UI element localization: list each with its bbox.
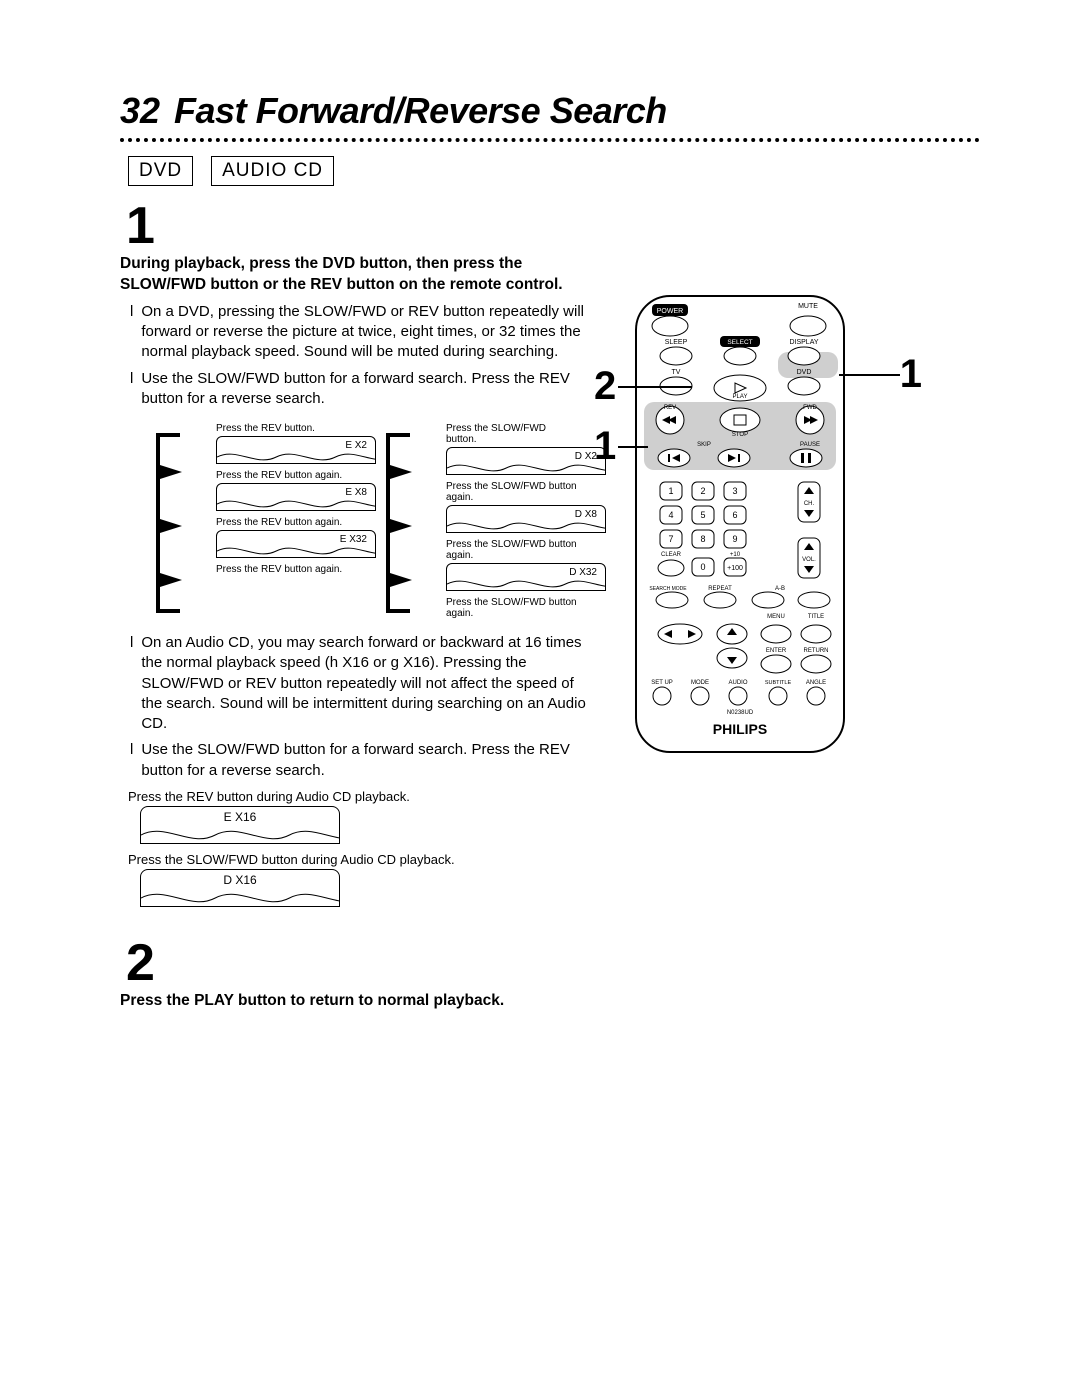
svg-text:SKIP: SKIP xyxy=(697,442,711,448)
fwd-caption-2: Press the SLOW/FWD button again. xyxy=(446,539,578,561)
svg-text:REV: REV xyxy=(664,405,676,411)
svg-text:STOP: STOP xyxy=(732,432,748,438)
bullet-icon: l xyxy=(130,302,133,363)
svg-text:REPEAT: REPEAT xyxy=(708,586,732,592)
svg-text:2: 2 xyxy=(700,486,705,496)
svg-text:DVD: DVD xyxy=(797,369,812,376)
fwd-caption-0: Press the SLOW/FWD button. xyxy=(446,423,578,445)
page-header: 32 Fast Forward/Reverse Search xyxy=(120,90,980,132)
arrow-icon xyxy=(160,519,182,533)
svg-text:FWD: FWD xyxy=(803,405,817,411)
svg-text:PHILIPS: PHILIPS xyxy=(713,721,767,737)
svg-text:9: 9 xyxy=(732,534,737,544)
svg-text:4: 4 xyxy=(668,510,673,520)
osd-box: E X8 xyxy=(216,483,376,511)
rev-flow-diagram: Press the REV button. E X2 Press the REV… xyxy=(148,423,348,619)
speed-diagrams: Press the REV button. E X2 Press the REV… xyxy=(148,423,590,619)
svg-text:0: 0 xyxy=(700,562,705,572)
svg-text:MENU: MENU xyxy=(767,614,785,620)
rev-caption-3: Press the REV button again. xyxy=(216,564,348,575)
arrow-icon xyxy=(390,465,412,479)
svg-text:6: 6 xyxy=(732,510,737,520)
big-fwd-label: D X16 xyxy=(223,873,256,887)
svg-text:SELECT: SELECT xyxy=(727,339,752,346)
big-rev-caption: Press the REV button during Audio CD pla… xyxy=(128,789,590,804)
remote-control-diagram: 2 1 1 POWER MUTE SLEEP SELECT DISPLAY xyxy=(630,294,890,759)
svg-text:MODE: MODE xyxy=(691,680,709,686)
osd-box: D X32 xyxy=(446,563,606,591)
svg-text:+10: +10 xyxy=(730,552,741,558)
bullet-icon: l xyxy=(130,369,133,410)
svg-text:TV: TV xyxy=(672,369,681,376)
svg-text:RETURN: RETURN xyxy=(804,648,829,654)
osd-box: D X8 xyxy=(446,505,606,533)
page-title: Fast Forward/Reverse Search xyxy=(174,90,667,132)
svg-text:7: 7 xyxy=(668,534,673,544)
fwd-flow-diagram: Press the SLOW/FWD button. D X2 Press th… xyxy=(378,423,578,619)
step-1-bullet-3: On an Audio CD, you may search forward o… xyxy=(141,633,590,734)
fwd-caption-1: Press the SLOW/FWD button again. xyxy=(446,481,578,503)
svg-text:TITLE: TITLE xyxy=(808,614,824,620)
svg-text:SLEEP: SLEEP xyxy=(665,339,688,346)
arrow-icon xyxy=(390,519,412,533)
page-number: 32 xyxy=(120,90,160,132)
instructions-column: 1 During playback, press the DVD button,… xyxy=(120,194,590,1018)
svg-text:5: 5 xyxy=(700,510,705,520)
rev-caption-0: Press the REV button. xyxy=(216,423,348,434)
callout-1-right: 1 xyxy=(900,352,922,397)
svg-text:SET UP: SET UP xyxy=(651,680,673,686)
tag-audio-cd: AUDIO CD xyxy=(211,156,334,186)
arrow-icon xyxy=(160,465,182,479)
svg-text:A-B: A-B xyxy=(775,586,785,592)
svg-text:CLEAR: CLEAR xyxy=(661,552,682,558)
svg-text:CH.: CH. xyxy=(804,501,815,507)
step-1-bullet-1: On a DVD, pressing the SLOW/FWD or REV b… xyxy=(141,302,590,363)
callout-1-left: 1 xyxy=(594,424,616,469)
big-fwd-caption: Press the SLOW/FWD button during Audio C… xyxy=(128,852,590,867)
svg-text:ENTER: ENTER xyxy=(766,648,787,654)
fwd-caption-3: Press the SLOW/FWD button again. xyxy=(446,597,578,619)
divider-dotted xyxy=(120,138,980,142)
step-1-headline: During playback, press the DVD button, t… xyxy=(120,254,590,296)
svg-text:VOL.: VOL. xyxy=(802,557,816,563)
svg-text:SEARCH MODE: SEARCH MODE xyxy=(649,586,687,592)
svg-text:SUBTITLE: SUBTITLE xyxy=(765,680,792,686)
osd-box: D X2 xyxy=(446,447,606,475)
svg-text:PAUSE: PAUSE xyxy=(800,442,820,448)
svg-text:8: 8 xyxy=(700,534,705,544)
step-1-bullet-2: Use the SLOW/FWD button for a forward se… xyxy=(141,369,590,410)
osd-big-fwd: D X16 xyxy=(140,869,340,907)
step-2-headline: Press the PLAY button to return to norma… xyxy=(120,991,590,1012)
rev-caption-2: Press the REV button again. xyxy=(216,517,348,528)
svg-text:MUTE: MUTE xyxy=(798,303,818,310)
svg-text:AUDIO: AUDIO xyxy=(728,680,747,686)
svg-text:POWER: POWER xyxy=(657,308,683,315)
arrow-icon xyxy=(390,573,412,587)
svg-text:DISPLAY: DISPLAY xyxy=(789,339,818,346)
arrow-icon xyxy=(160,573,182,587)
osd-big-rev: E X16 xyxy=(140,806,340,844)
big-rev-label: E X16 xyxy=(224,810,257,824)
step-1-bullet-4: Use the SLOW/FWD button for a forward se… xyxy=(141,740,590,781)
tag-row: DVD AUDIO CD xyxy=(128,156,980,186)
svg-text:PLAY: PLAY xyxy=(733,394,748,400)
step-1-number: 1 xyxy=(126,200,590,252)
step-2-number: 2 xyxy=(126,937,590,989)
bullet-icon: l xyxy=(130,740,133,781)
svg-text:1: 1 xyxy=(668,486,673,496)
bullet-icon: l xyxy=(130,633,133,734)
osd-box: E X32 xyxy=(216,530,376,558)
svg-text:ANGLE: ANGLE xyxy=(806,680,826,686)
rev-caption-1: Press the REV button again. xyxy=(216,470,348,481)
tag-dvd: DVD xyxy=(128,156,193,186)
svg-text:3: 3 xyxy=(732,486,737,496)
callout-2-left: 2 xyxy=(594,364,616,409)
svg-text:N0238UD: N0238UD xyxy=(727,710,754,716)
svg-text:+100: +100 xyxy=(727,565,743,572)
remote-svg: POWER MUTE SLEEP SELECT DISPLAY TV DVD xyxy=(630,294,850,754)
osd-box: E X2 xyxy=(216,436,376,464)
